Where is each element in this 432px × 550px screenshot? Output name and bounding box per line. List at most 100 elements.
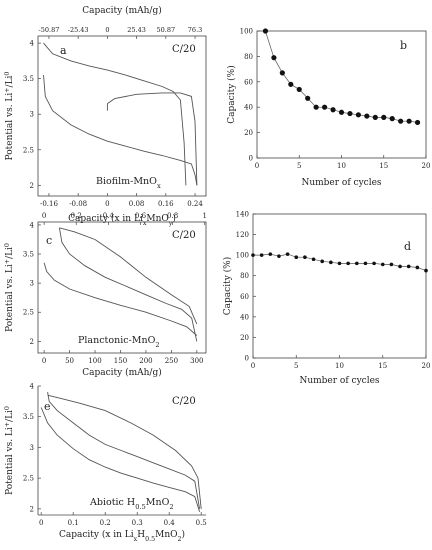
panel-b-point-10 <box>347 110 353 117</box>
panel-d-point-12 <box>355 261 359 266</box>
panel-a-sample-label-part-1: x <box>157 182 161 190</box>
panel-b-connector-line <box>265 30 418 123</box>
panel-a-xlabel-part-4: ) <box>172 213 176 224</box>
panel-b-letter: b <box>400 39 407 52</box>
panel-d-point-11 <box>346 261 350 266</box>
panel-d-point-14 <box>372 261 376 266</box>
panel-d-ylabel: Capacity (%) <box>222 257 233 315</box>
panel-d-point-18 <box>406 264 411 269</box>
panel-d-point-17 <box>398 264 402 269</box>
panel-d-point-15 <box>380 262 385 267</box>
panel-d-ytick-label-1: 20 <box>240 334 249 342</box>
panel-c-xtick-label-5: 250 <box>165 357 178 365</box>
panel-d-ytick-label-2: 40 <box>240 313 249 321</box>
panel-a-xlabel-part-0: Capacity (x in Li <box>68 213 143 224</box>
panel-c-sample-label-part-0: Planctonic-MnO <box>78 335 156 346</box>
panel-c-curve-1 <box>43 262 198 336</box>
panel-e-ytick-label-0: 2 <box>30 505 34 513</box>
panel-c-ylabel-part-3: 0 <box>4 243 11 247</box>
panel-b-xtick-label-2: 10 <box>337 162 346 170</box>
panel-e-xtick-label-0: 0 <box>39 519 43 527</box>
panel-e-xtick-label-4: 0.4 <box>164 519 176 527</box>
panel-c-xtick-label-4: 200 <box>139 357 152 365</box>
panel-b-point-6 <box>313 104 319 110</box>
panel-a-ylabel-part-1: + <box>4 87 11 92</box>
panel-e-ylabel: Potential vs. Li+/Li0 <box>4 406 16 495</box>
panel-e-curve-2 <box>47 394 202 509</box>
panel-a-top-tick-label-5: 76.3 <box>188 26 202 34</box>
panel-e-sample-label: Abiotic H0.5MnO2 <box>89 497 174 511</box>
panel-c-top-tick-label-0: 0 <box>42 212 46 220</box>
panel-b-ytick-label-0: 0 <box>249 155 253 163</box>
panel-c-xtick-label-6: 300 <box>190 357 203 365</box>
panel-a-xlabel: Capacity (x in LixMnOy) <box>68 213 176 227</box>
panel-c-ylabel: Potential vs. Li+/Li0 <box>4 243 16 332</box>
panel-e-letter: e <box>44 400 51 413</box>
panel-b-xtick-label-3: 15 <box>379 162 388 170</box>
panel-c-curve-2 <box>59 227 198 325</box>
panel-a-ytick-label-1: 2.5 <box>23 146 34 154</box>
panel-a-xtick-label-3: 0.08 <box>129 200 145 208</box>
panel-d-point-16 <box>389 262 394 267</box>
panel-e-xtick-label-3: 0.3 <box>132 519 143 527</box>
panel-b-ytick-label-3: 60 <box>244 78 253 86</box>
panel-c-top-tick-label-4: 0.8 <box>167 212 178 220</box>
panel-c-curve-0 <box>58 227 198 342</box>
panel-d-xtick-label-3: 15 <box>378 362 387 370</box>
panel-b-xtick-label-1: 5 <box>297 162 301 170</box>
panel-a-letter: a <box>60 44 67 57</box>
panel-e-xlabel-part-0: Capacity (x in Li <box>59 529 134 540</box>
panel-e-ylabel-part-1: + <box>4 422 11 427</box>
panel-c-xtick-label-2: 100 <box>88 357 101 365</box>
panel-c-letter: c <box>46 234 52 247</box>
panel-b-point-3 <box>288 81 294 87</box>
panel-a-ylabel-part-3: 0 <box>4 72 11 76</box>
panel-a-ylabel-part-2: /Li <box>5 75 15 87</box>
panel-e-ytick-label-1: 2.5 <box>23 475 34 483</box>
panel-b-point-1 <box>271 55 277 61</box>
panel-d-point-4 <box>285 252 290 256</box>
panel-b-point-14 <box>381 114 387 120</box>
panel-d-ytick-label-0: 0 <box>245 355 249 363</box>
panel-a-top-tick-label-3: 25.43 <box>127 26 146 34</box>
panel-d-xtick-label-2: 10 <box>335 362 344 370</box>
panel-d: 0 5 10 15 20 0 20 40 60 80 100 120 140 d Number of cyc… <box>222 211 430 387</box>
panel-e-curve-1 <box>40 407 201 513</box>
panel-a-ytick-label-0: 2 <box>30 182 34 190</box>
panel-a-ylabel-part-0: Potential vs. Li <box>5 93 15 161</box>
panel-c-ylabel-part-1: + <box>4 259 11 264</box>
panel-b-point-4 <box>296 86 302 93</box>
panel-c-sample-label-part-1: 2 <box>155 341 159 349</box>
panel-d-ytick-label-7: 140 <box>236 211 249 219</box>
panel-d-xtick-label-1: 5 <box>294 362 298 370</box>
panel-a-xlabel-part-3: y <box>168 220 173 227</box>
panel-a-ytick-label-2: 3 <box>30 111 34 119</box>
panel-e-rate: C/20 <box>172 396 196 407</box>
panel-b-point-7 <box>322 104 328 110</box>
panel-e-xtick-label-5: 0.5 <box>196 519 207 527</box>
panel-d-point-1 <box>259 253 264 257</box>
panel-e-ytick-label-4: 4 <box>30 383 35 391</box>
panel-e-ylabel-part-3: 0 <box>4 406 11 410</box>
panel-a-xtick-label-4: 0.16 <box>158 200 174 208</box>
panel-d-xtick-label-0: 0 <box>251 362 255 370</box>
panel-a-rate: C/20 <box>172 44 196 55</box>
panel-d-point-2 <box>268 252 273 256</box>
panel-a-top-tick-label-1: -25.43 <box>68 26 89 34</box>
panel-c-rate: C/20 <box>172 230 196 241</box>
panel-a-top-tick-label-4: 50.87 <box>157 26 176 34</box>
panel-e-xlabel-part-5: 2 <box>178 536 182 543</box>
panel-d-point-13 <box>363 261 368 266</box>
panel-b: 0 5 10 15 20 0 20 40 60 80 100 b Number of cycles Cap… <box>226 28 430 189</box>
panel-d-ytick-label-4: 80 <box>240 272 249 280</box>
panel-c-ytick-label-1: 2.5 <box>23 309 34 317</box>
panel-b-point-12 <box>364 113 370 119</box>
panel-b-ytick-label-2: 40 <box>244 104 253 112</box>
panel-d-point-8 <box>320 259 325 264</box>
panel-b-point-18 <box>414 119 421 126</box>
panel-a-xtick-label-0: -0.16 <box>40 200 58 208</box>
panel-c-top-tick-label-3: 0.6 <box>135 212 147 220</box>
panel-d-letter: d <box>404 240 411 253</box>
